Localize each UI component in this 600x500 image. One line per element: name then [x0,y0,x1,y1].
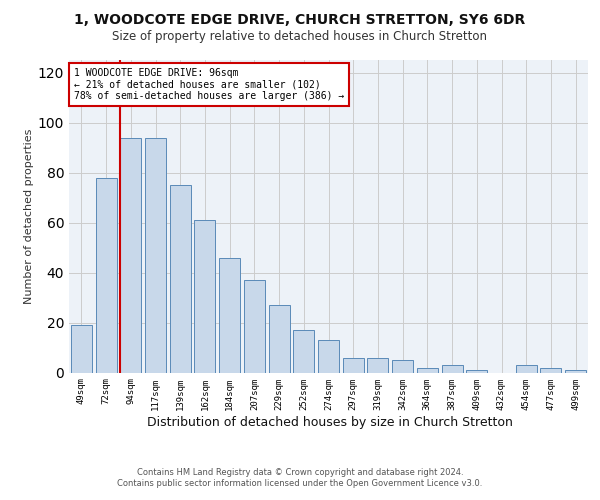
Bar [269,305,290,372]
Text: 1, WOODCOTE EDGE DRIVE, CHURCH STRETTON, SY6 6DR: 1, WOODCOTE EDGE DRIVE, CHURCH STRETTON,… [74,12,526,26]
Bar [442,365,463,372]
Bar [466,370,487,372]
Bar [120,138,141,372]
Bar [417,368,438,372]
Bar [293,330,314,372]
Bar [95,178,116,372]
Text: Contains HM Land Registry data © Crown copyright and database right 2024.
Contai: Contains HM Land Registry data © Crown c… [118,468,482,487]
Text: Size of property relative to detached houses in Church Stretton: Size of property relative to detached ho… [113,30,487,43]
Bar [170,185,191,372]
Bar [343,358,364,372]
Bar [219,258,240,372]
Bar [516,365,537,372]
Bar [565,370,586,372]
Bar [194,220,215,372]
Bar [541,368,562,372]
Y-axis label: Number of detached properties: Number of detached properties [23,128,34,304]
Bar [392,360,413,372]
Bar [145,138,166,372]
Bar [318,340,339,372]
Bar [367,358,388,372]
Text: 1 WOODCOTE EDGE DRIVE: 96sqm
← 21% of detached houses are smaller (102)
78% of s: 1 WOODCOTE EDGE DRIVE: 96sqm ← 21% of de… [74,68,344,100]
Text: Distribution of detached houses by size in Church Stretton: Distribution of detached houses by size … [147,416,513,429]
Bar [71,325,92,372]
Bar [244,280,265,372]
